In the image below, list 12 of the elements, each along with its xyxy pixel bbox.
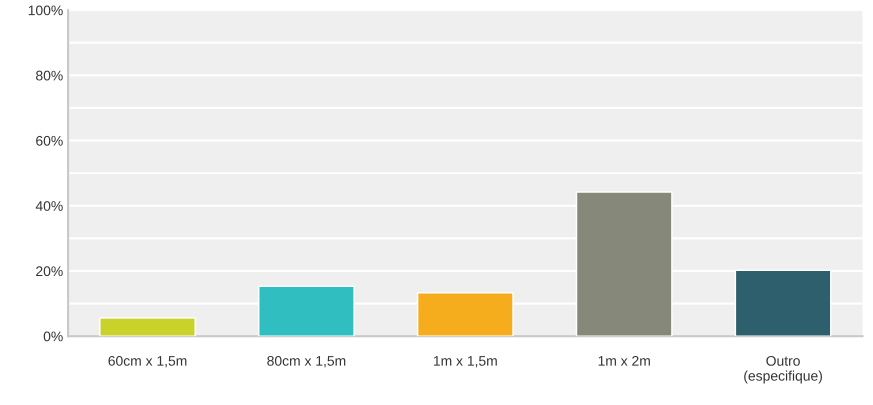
x-tick-label: 60cm x 1,5m: [108, 356, 186, 368]
y-tick-label: 40%: [36, 201, 63, 211]
x-tick-label: 80cm x 1,5m: [267, 356, 346, 368]
y-tick-label: 0%: [44, 331, 63, 342]
x-tick-label: 1m x 1,5m: [434, 356, 497, 368]
x-tick-label: 1m x 2m: [598, 356, 650, 366]
bar: [99, 317, 196, 336]
x-tick-label: Outro (especifique): [744, 356, 822, 384]
y-tick-label: 80%: [36, 70, 63, 80]
y-tick-label: 20%: [36, 266, 63, 276]
y-tick-label: 100%: [28, 5, 63, 16]
y-tick-label: 60%: [36, 136, 63, 146]
